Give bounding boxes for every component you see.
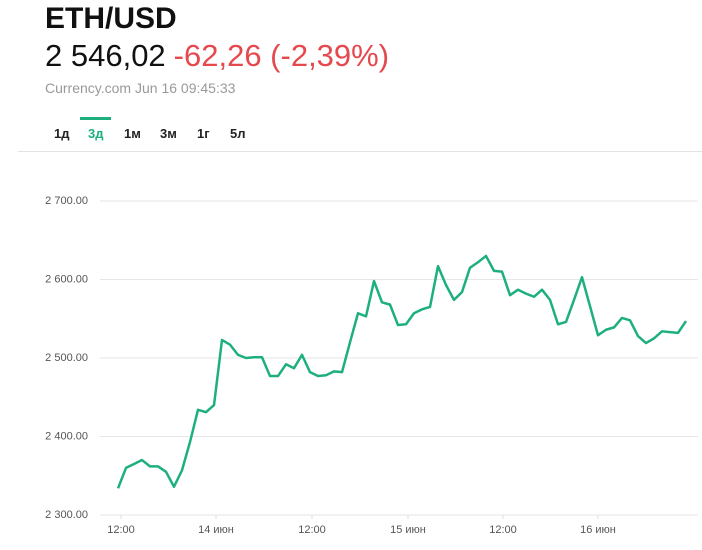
pair-title: ETH/USD <box>45 2 177 35</box>
x-tick-label: 12:00 <box>489 524 517 536</box>
y-tick-label: 2 400.00 <box>45 430 88 442</box>
price: 2 546,02 <box>45 38 166 73</box>
range-tab[interactable]: 1г <box>197 126 210 141</box>
price-line: 2 546,02 -62,26 (-2,39%) <box>45 38 389 74</box>
source: Currency.com Jun 16 09:45:33 <box>45 80 236 96</box>
range-tab[interactable]: 3д <box>80 117 112 152</box>
price-line <box>116 254 688 489</box>
x-tick-label: 14 июн <box>198 524 234 536</box>
y-tick-label: 2 300.00 <box>45 509 88 521</box>
range-tabs: 1д 3д 1м 3м 1г 5л <box>18 117 702 152</box>
range-tab[interactable]: 3м <box>160 126 177 141</box>
x-tick-label: 15 июн <box>390 524 426 536</box>
range-tab[interactable]: 5л <box>230 126 246 141</box>
y-tick-label: 2 500.00 <box>45 352 88 364</box>
x-tick-label: 12:00 <box>107 524 135 536</box>
y-tick-label: 2 600.00 <box>45 273 88 285</box>
range-tab[interactable]: 1д <box>54 126 70 141</box>
x-tick-label: 12:00 <box>298 524 326 536</box>
range-tab[interactable]: 1м <box>124 126 141 141</box>
price-change: -62,26 (-2,39%) <box>173 38 390 73</box>
y-tick-label: 2 700.00 <box>45 195 88 207</box>
x-tick-label: 16 июн <box>580 524 616 536</box>
